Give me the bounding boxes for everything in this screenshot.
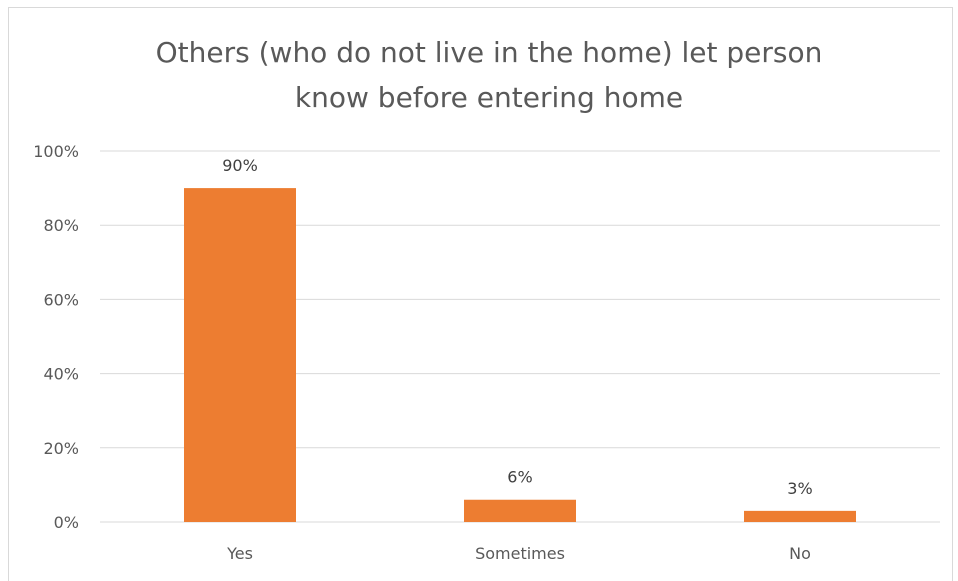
y-tick-label: 0%: [54, 513, 79, 532]
bar-yes: [184, 188, 296, 522]
chart-title-line-2: know before entering home: [295, 81, 683, 114]
x-tick-label: No: [789, 544, 811, 563]
data-label: 6%: [507, 468, 532, 487]
chart-title-line-1: Others (who do not live in the home) let…: [156, 36, 823, 69]
x-tick-label: Sometimes: [475, 544, 565, 563]
data-label: 3%: [787, 479, 812, 498]
y-axis-ticks: 0% 20% 40% 60% 80% 100%: [33, 142, 79, 532]
x-tick-label: Yes: [226, 544, 253, 563]
bars: [184, 188, 856, 522]
data-labels: 90% 6% 3%: [222, 156, 812, 498]
y-tick-label: 100%: [33, 142, 79, 161]
y-tick-label: 40%: [43, 365, 79, 384]
data-label: 90%: [222, 156, 258, 175]
bar-no: [744, 510, 856, 522]
y-tick-label: 20%: [43, 439, 79, 458]
x-axis-ticks: Yes Sometimes No: [226, 544, 811, 563]
chart-frame: [8, 7, 953, 581]
y-tick-label: 60%: [43, 290, 79, 309]
y-tick-label: 80%: [43, 216, 79, 235]
bar-sometimes: [464, 499, 576, 522]
